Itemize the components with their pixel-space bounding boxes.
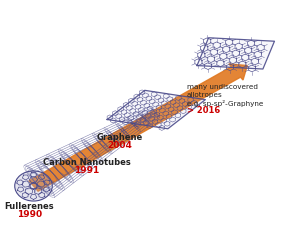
Text: > 2016: > 2016: [187, 106, 220, 115]
FancyArrow shape: [29, 64, 247, 191]
Text: Carbon Nanotubes: Carbon Nanotubes: [43, 158, 131, 167]
Text: 1990: 1990: [16, 210, 42, 219]
Circle shape: [15, 171, 52, 201]
Text: 1991: 1991: [74, 166, 100, 175]
Text: Fullerenes: Fullerenes: [4, 202, 54, 211]
Text: many undiscovered
allotropes
e.g. sp-sp²-Graphyne: many undiscovered allotropes e.g. sp-sp²…: [187, 84, 263, 107]
Text: Graphene: Graphene: [97, 133, 143, 142]
Polygon shape: [107, 90, 206, 129]
Text: 2004: 2004: [108, 141, 133, 150]
Polygon shape: [197, 38, 274, 69]
